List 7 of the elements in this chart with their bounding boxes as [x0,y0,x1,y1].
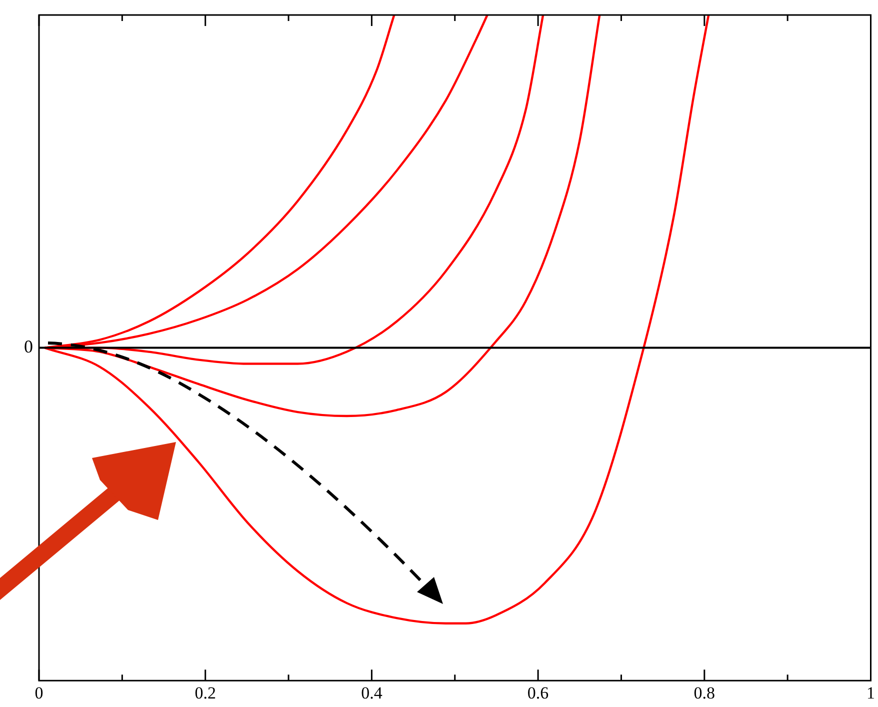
x-tick-label: 0 [34,683,44,702]
x-tick-label: 0.8 [694,683,716,702]
x-tick-label: 1 [866,683,875,702]
x-tick-label: 0.2 [194,683,216,702]
x-tick-label: 0.4 [361,683,383,702]
x-tick-label: 0.6 [527,683,549,702]
ref-line-label: 0 [24,336,33,357]
